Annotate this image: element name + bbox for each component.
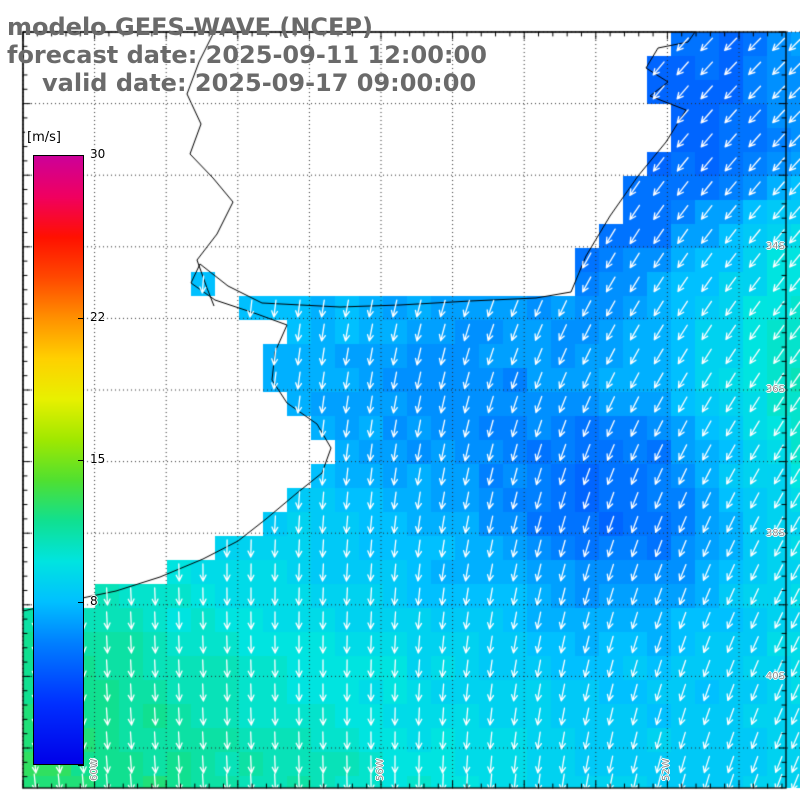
model-title: modelo GEFS-WAVE (NCEP) xyxy=(7,13,373,41)
valid-date-line: valid date: 2025-09-17 09:00:00 xyxy=(42,69,477,97)
title-block: modelo GEFS-WAVE (NCEP) forecast date: 2… xyxy=(7,13,487,97)
forecast-date-line: forecast date: 2025-09-11 12:00:00 xyxy=(7,41,487,69)
colorbar xyxy=(33,155,84,765)
colorbar-unit-label: [m/s] xyxy=(25,130,63,145)
